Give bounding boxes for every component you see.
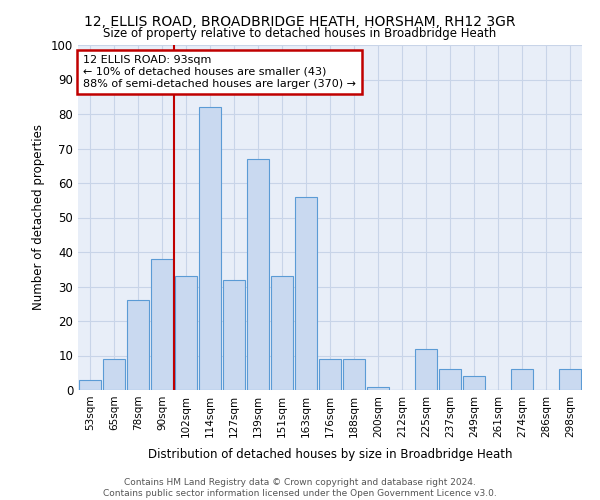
Bar [295, 197, 317, 390]
Bar [343, 359, 365, 390]
Bar [511, 370, 533, 390]
Bar [103, 359, 125, 390]
Bar [199, 107, 221, 390]
Text: 12, ELLIS ROAD, BROADBRIDGE HEATH, HORSHAM, RH12 3GR: 12, ELLIS ROAD, BROADBRIDGE HEATH, HORSH… [84, 15, 516, 29]
Bar [79, 380, 101, 390]
Bar [223, 280, 245, 390]
Bar [175, 276, 197, 390]
X-axis label: Distribution of detached houses by size in Broadbridge Heath: Distribution of detached houses by size … [148, 448, 512, 461]
Bar [151, 259, 173, 390]
Bar [247, 159, 269, 390]
Y-axis label: Number of detached properties: Number of detached properties [32, 124, 46, 310]
Bar [415, 348, 437, 390]
Text: Size of property relative to detached houses in Broadbridge Heath: Size of property relative to detached ho… [103, 28, 497, 40]
Bar [463, 376, 485, 390]
Bar [559, 370, 581, 390]
Bar [271, 276, 293, 390]
Bar [127, 300, 149, 390]
Text: Contains HM Land Registry data © Crown copyright and database right 2024.
Contai: Contains HM Land Registry data © Crown c… [103, 478, 497, 498]
Bar [439, 370, 461, 390]
Bar [367, 386, 389, 390]
Text: 12 ELLIS ROAD: 93sqm
← 10% of detached houses are smaller (43)
88% of semi-detac: 12 ELLIS ROAD: 93sqm ← 10% of detached h… [83, 56, 356, 88]
Bar [319, 359, 341, 390]
